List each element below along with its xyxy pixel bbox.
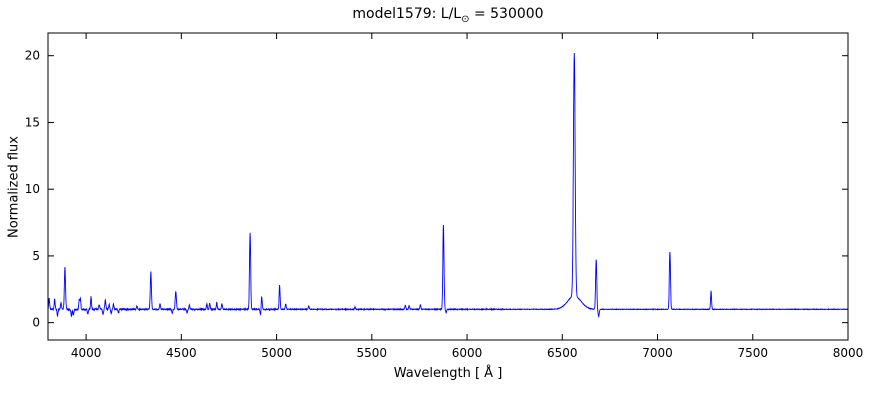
chart-title: model1579: L/L⊙ = 530000 [48,6,848,25]
x-tick-label: 5500 [357,346,388,360]
x-tick-label: 5000 [261,346,292,360]
y-tick-label: 20 [25,49,40,63]
x-tick-label: 6000 [452,346,483,360]
x-tick-label: 7000 [642,346,673,360]
x-tick-label: 4500 [166,346,197,360]
y-tick-label: 15 [25,115,40,129]
y-tick-label: 10 [25,182,40,196]
chart-title-sun-symbol: ⊙ [461,13,470,25]
spectrum-line [47,52,849,318]
x-tick-label: 7500 [737,346,768,360]
y-tick-label: 5 [32,249,40,263]
chart-title-pre: model1579: L/L [352,6,462,22]
chart-title-post: = 530000 [469,6,544,22]
x-axis-label: Wavelength [ Å ] [393,366,503,381]
x-tick-label: 8000 [833,346,864,360]
y-tick-label: 0 [32,316,40,330]
x-tick-label: 4000 [71,346,102,360]
x-tick-label: 6500 [547,346,578,360]
axes-frame [47,32,849,341]
